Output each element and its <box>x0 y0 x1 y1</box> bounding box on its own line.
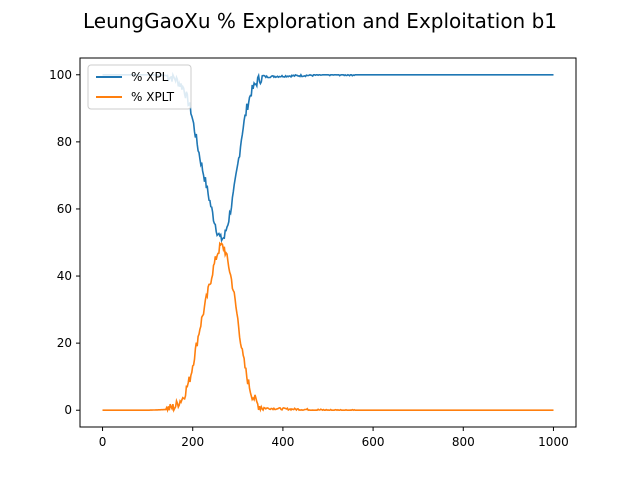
plot-area <box>102 71 554 414</box>
x-tick-label: 0 <box>99 435 107 449</box>
legend-label-2: % XPLT <box>131 90 175 104</box>
x-tick-label: 400 <box>271 435 294 449</box>
x-tick-label: 1000 <box>538 435 569 449</box>
axes: 0 200 400 600 800 1000 0 20 40 60 80 100 <box>49 57 577 449</box>
y-tick-label: 20 <box>57 336 72 350</box>
chart-title: LeungGaoXu % Exploration and Exploitatio… <box>83 9 557 33</box>
y-tick-label: 40 <box>57 269 72 283</box>
y-tick-label: 60 <box>57 202 72 216</box>
plot-frame <box>79 57 577 428</box>
legend-label-1: % XPL <box>131 70 169 84</box>
legend: % XPL % XPLT <box>87 64 192 110</box>
y-tick-label: 100 <box>49 68 72 82</box>
series-line-2 <box>102 241 554 414</box>
x-tick-label: 200 <box>181 435 204 449</box>
y-tick-label: 80 <box>57 135 72 149</box>
y-tick-label: 0 <box>64 403 72 417</box>
x-tick-label: 600 <box>362 435 385 449</box>
x-tick-label: 800 <box>452 435 475 449</box>
